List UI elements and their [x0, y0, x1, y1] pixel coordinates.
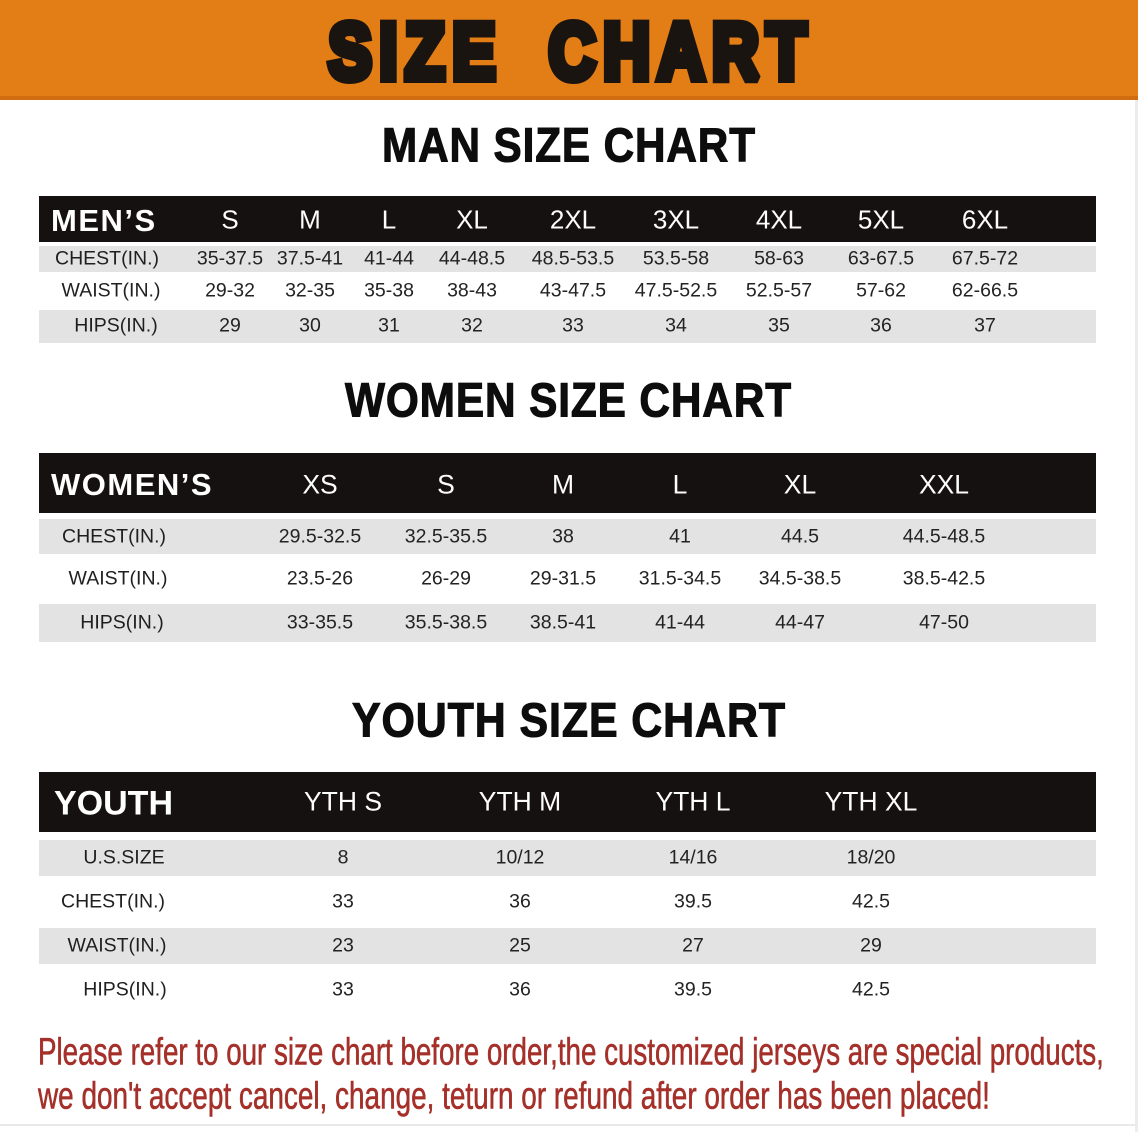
svg-text:SIZE CHART: SIZE CHART [329, 8, 814, 96]
